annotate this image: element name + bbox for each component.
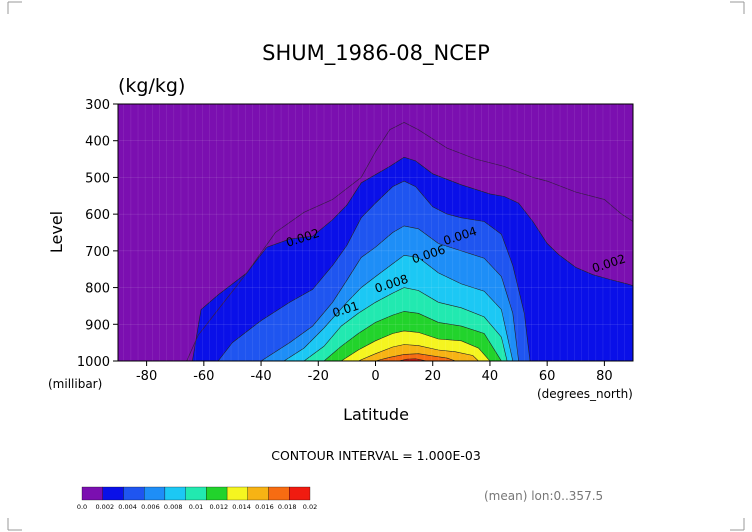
colorbar-label: 0.016 (255, 503, 274, 511)
x-axis-unit: (degrees_north) (537, 387, 633, 401)
x-tick-label: 80 (596, 369, 613, 384)
crop-marks (7, 1, 745, 531)
colorbar-label: 0.01 (189, 503, 203, 511)
colorbar-label: 0.006 (141, 503, 160, 511)
colorbar-label: 0.018 (278, 503, 297, 511)
y-tick-label: 800 (85, 282, 110, 297)
colorbar-label: 0.004 (118, 503, 137, 511)
x-tick-label: -60 (193, 369, 214, 384)
y-tick-label: 900 (85, 318, 110, 333)
y-tick-label: 700 (85, 245, 110, 260)
y-tick-label: 1000 (77, 355, 110, 370)
colorbar-legend: 0.0 0.002 0.004 0.006 0.008 0.01 0.012 0.014 0.0… (77, 486, 317, 511)
contour-interval-note: CONTOUR INTERVAL = 1.000E-03 (271, 448, 481, 463)
y-axis-label: Level (47, 211, 66, 253)
band-0.016 (358, 344, 479, 361)
colorbar-swatch (226, 486, 248, 501)
y-axis-unit: (millibar) (48, 377, 102, 391)
x-axis-label: Latitude (343, 405, 409, 424)
band-0.02 (398, 358, 428, 361)
x-tick-label: -20 (308, 369, 329, 384)
colorbar-swatch (81, 486, 103, 501)
x-tick-label: 60 (539, 369, 556, 384)
colorbar-swatch (247, 486, 269, 501)
colorbar-label: 0.0 (77, 503, 87, 511)
colorbar-label: 0.014 (232, 503, 251, 511)
chart-title: SHUM_1986-08_NCEP (262, 41, 490, 66)
y-tick-label: 600 (85, 208, 110, 223)
colorbar-swatch (144, 486, 166, 501)
footnote: (mean) lon:0..357.5 (484, 489, 603, 503)
colorbar-swatch (102, 486, 124, 501)
chart-unit: (kg/kg) (118, 75, 185, 97)
y-tick-label: 500 (85, 171, 110, 186)
colorbar-swatch (289, 486, 311, 501)
colorbar-label: 0.02 (303, 503, 317, 511)
contour-line-0.001 (186, 122, 633, 361)
x-tick-label: 20 (424, 369, 441, 384)
y-tick-label: 300 (85, 98, 110, 113)
colorbar-swatch (123, 486, 145, 501)
colorbar-label: 0.002 (95, 503, 114, 511)
colorbar-label: 0.012 (209, 503, 228, 511)
x-tick-label: -40 (250, 369, 271, 384)
colorbar-swatch (268, 486, 290, 501)
colorbar-swatch (206, 486, 228, 501)
y-tick-label: 400 (85, 135, 110, 150)
x-axis: -80 -60 -40 -20 0 20 40 60 80 (136, 361, 613, 384)
colorbar-swatch (185, 486, 207, 501)
y-axis: 300 400 500 600 700 800 900 1000 (77, 98, 118, 370)
x-tick-label: -80 (136, 369, 157, 384)
colorbar-swatch (164, 486, 186, 501)
colorbar-label: 0.008 (164, 503, 183, 511)
x-tick-label: 0 (371, 369, 379, 384)
x-tick-label: 40 (482, 369, 499, 384)
